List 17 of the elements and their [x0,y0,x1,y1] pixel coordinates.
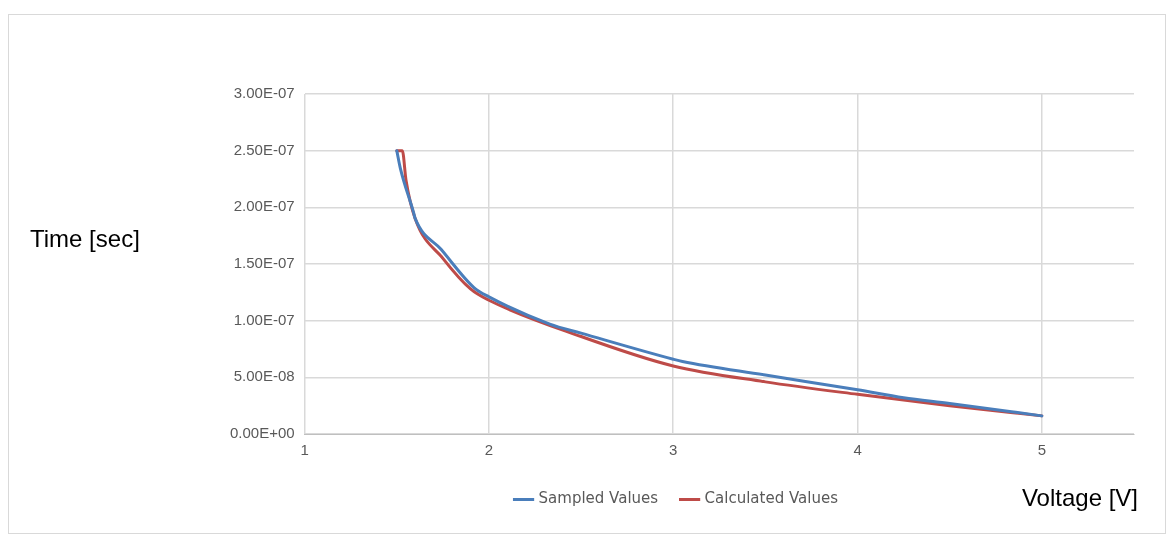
x-tick-label: 5 [1037,441,1047,459]
y-tick-label: 1.00E-07 [233,310,295,328]
line-series [395,149,1044,418]
x-tick-label: 3 [669,441,678,459]
y-tick-label: 1.50E-07 [233,254,295,272]
legend-label: Sampled Values [538,489,659,508]
y-tick-label: 0.00E+00 [229,424,295,442]
y-tick-label: 3.00E-07 [233,84,295,102]
x-axis-title: Voltage [V] [1021,484,1138,512]
y-tick-label: 2.00E-07 [233,197,295,215]
y-tick-label: 2.50E-07 [233,140,295,158]
y-axis-title: Time [sec] [30,225,140,253]
y-tick-label: 5.00E-08 [233,367,295,385]
x-tick-label: 1 [300,441,309,459]
x-tick-label: 2 [484,441,494,459]
x-tick-label: 4 [853,441,862,459]
legend-label: Calculated Values [704,489,839,508]
